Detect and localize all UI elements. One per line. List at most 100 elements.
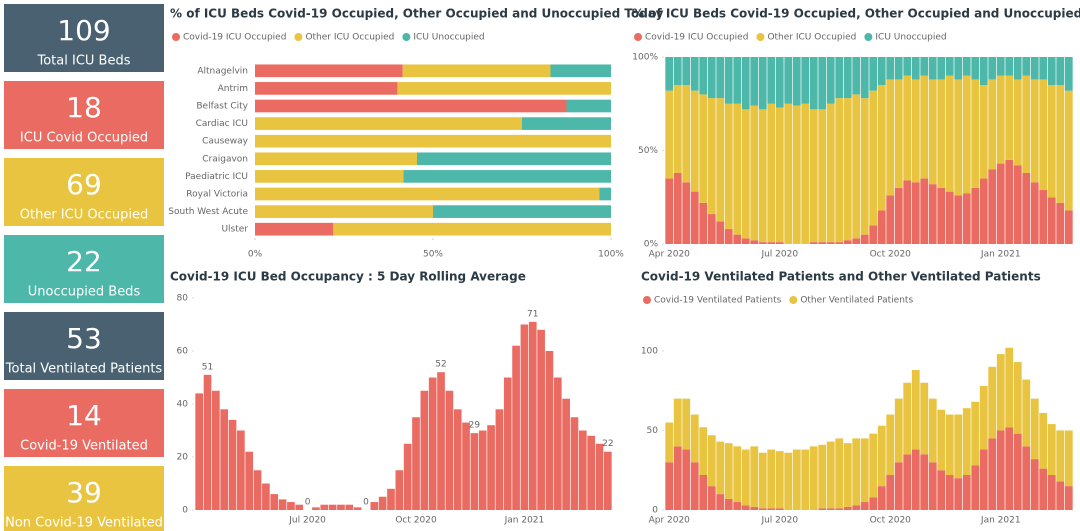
- y-tick-label: Antrim: [218, 84, 248, 94]
- bar-segment: [1047, 197, 1056, 244]
- bar-segment: [903, 75, 912, 181]
- bar-segment: [979, 449, 988, 510]
- bar-segment: [520, 324, 529, 510]
- bar-segment: [1064, 210, 1073, 244]
- bar-segment: [818, 109, 827, 243]
- bar-segment: [699, 202, 708, 244]
- bar-segment: [758, 57, 767, 110]
- kpi-label: Non Covid-19 Ventilated: [5, 516, 163, 531]
- bar-segment: [1047, 57, 1056, 86]
- bar-segment: [928, 184, 937, 244]
- bar-segment: [741, 109, 750, 239]
- bar-segment: [378, 496, 387, 510]
- bar-segment: [877, 57, 886, 86]
- bar-segment: [320, 504, 329, 510]
- bar-segment: [716, 57, 725, 99]
- bar-segment: [758, 508, 767, 510]
- bar-segment: [937, 187, 946, 244]
- bar-segment: [1013, 362, 1022, 434]
- legend-marker: [634, 33, 642, 41]
- bar-segment: [860, 502, 869, 510]
- bar-segment: [537, 329, 545, 510]
- y-tick-label: 100: [641, 346, 658, 356]
- bar-segment: [462, 422, 470, 510]
- bar-segment: [988, 57, 997, 80]
- bar-segment: [203, 374, 212, 510]
- x-tick-label: Jul 2020: [288, 516, 326, 526]
- x-tick-label: Oct 2020: [395, 516, 437, 526]
- legend-label: Other Ventilated Patients: [800, 296, 913, 306]
- bar-segment: [843, 240, 852, 244]
- bar-segment: [673, 85, 682, 173]
- bar-segment: [253, 470, 262, 510]
- bar-segment: [920, 75, 929, 179]
- bar-segment: [437, 372, 445, 510]
- bar-segment: [287, 502, 295, 510]
- kpi-value: 14: [66, 399, 102, 432]
- bar-segment: [758, 242, 767, 244]
- legend-marker: [756, 33, 765, 41]
- bar-segment: [707, 435, 716, 487]
- bar-segment: [801, 57, 810, 104]
- bar-segment: [775, 242, 784, 244]
- bar-segment: [979, 85, 988, 179]
- bar-segment: [996, 163, 1005, 244]
- bar-segment: [818, 57, 827, 110]
- kpi-card: [4, 158, 164, 226]
- kpi-card: [4, 389, 164, 457]
- bar-segment: [553, 377, 562, 510]
- bar-segment: [690, 191, 699, 244]
- legend-label: Other ICU Occupied: [767, 33, 856, 43]
- y-tick-label: Altnagelvin: [197, 66, 248, 76]
- bar-segment: [395, 470, 404, 510]
- kpi-label: ICU Covid Occupied: [20, 131, 148, 146]
- bar-segment: [733, 446, 742, 503]
- legend-marker: [172, 33, 180, 41]
- legend-marker: [402, 33, 411, 41]
- bar-segment: [886, 414, 895, 475]
- bar-segment: [852, 57, 861, 95]
- x-tick-label: Jul 2020: [760, 516, 798, 526]
- bar-segment: [835, 508, 844, 510]
- data-label: 51: [202, 362, 213, 372]
- bar-segment: [860, 57, 869, 99]
- bar-segment: [792, 57, 801, 106]
- bar-segment: [852, 505, 861, 510]
- bar-segment: [1005, 159, 1014, 244]
- bar-segment: [826, 441, 835, 509]
- bar-segment: [877, 210, 886, 244]
- bar-segment: [945, 57, 954, 76]
- bar-segment: [741, 505, 750, 510]
- y-tick-label: 0: [652, 506, 658, 516]
- bar-segment: [673, 172, 682, 244]
- bar-segment: [412, 417, 420, 510]
- bar-segment: [724, 443, 733, 499]
- bar-segment: [843, 506, 852, 510]
- bar-segment: [962, 57, 971, 76]
- bar-segment: [545, 351, 554, 510]
- bar-segment: [416, 152, 611, 166]
- legend-marker: [864, 33, 873, 41]
- bar-segment: [665, 90, 674, 179]
- bar-segment: [911, 370, 920, 450]
- bar-segment: [767, 508, 776, 510]
- data-label: 52: [435, 360, 446, 370]
- bar-segment: [860, 234, 869, 244]
- bar-segment: [937, 470, 946, 510]
- bar-segment: [920, 178, 929, 244]
- bar-segment: [1022, 379, 1031, 447]
- bar-segment: [835, 438, 844, 509]
- bar-segment: [971, 79, 980, 188]
- legend-label: Covid-19 ICU Occupied: [183, 33, 286, 43]
- y-tick-label: Craigavon: [202, 154, 248, 164]
- bar-segment: [758, 109, 767, 243]
- bar-segment: [733, 103, 742, 235]
- bar-segment: [665, 57, 674, 91]
- bar-segment: [699, 57, 708, 95]
- bar-segment: [1039, 57, 1048, 80]
- kpi-value: 53: [66, 322, 102, 355]
- bar-segment: [826, 103, 835, 243]
- bar-segment: [809, 446, 818, 510]
- bar-segment: [750, 105, 759, 241]
- kpi-card: [4, 4, 164, 72]
